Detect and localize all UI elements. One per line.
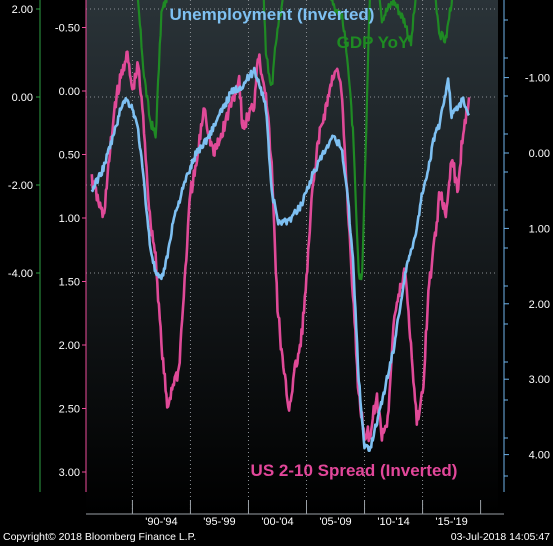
tick-label-green: -2.00: [8, 180, 33, 192]
x-tick-label: '05-'09: [319, 516, 351, 528]
tick-label-pink: 0.00: [59, 86, 80, 98]
x-axis: '90-'94 '95-'99 '00-'04 '05-'09 '10-'14 '15-'…: [86, 500, 504, 528]
series-labels: Unemployment (Inverted) GDP YoY US 2-10 …: [170, 5, 458, 480]
x-tick-label: '00-'04: [261, 516, 293, 528]
label-spread: US 2-10 Spread (Inverted): [251, 461, 458, 480]
tick-label-pink: -0.50: [55, 23, 80, 35]
series-group: [90, 0, 471, 453]
tick-label-green: 2.00: [12, 4, 33, 16]
tick-label-blue: -1.00: [525, 73, 550, 85]
tick-label-pink: 3.00: [59, 467, 80, 479]
tick-label-pink: 2.50: [59, 404, 80, 416]
tick-label-blue: 2.00: [529, 299, 550, 311]
x-tick-label: '90-'94: [145, 516, 177, 528]
x-tick-label: '95-'99: [203, 516, 235, 528]
tick-label-blue: 4.00: [529, 450, 550, 462]
tick-label-blue: 0.00: [529, 148, 550, 160]
tick-label-green: -4.00: [8, 268, 33, 280]
label-unemployment: Unemployment (Inverted): [170, 5, 375, 24]
series-line-unemployment-inverted-: [90, 66, 471, 453]
series-line-us-2-10-spread-inverted-: [90, 50, 471, 443]
timestamp: 03-Jul-2018 14:05:47: [450, 531, 550, 543]
copyright-text: Copyright© 2018 Bloomberg Finance L.P.: [3, 531, 197, 543]
footer: Copyright© 2018 Bloomberg Finance L.P. 0…: [0, 528, 553, 546]
tick-label-blue: 1.00: [529, 223, 550, 235]
x-tick-label: '10-'14: [377, 516, 409, 528]
plot-background: [86, 0, 498, 514]
tick-label-pink: 1.50: [59, 277, 80, 289]
tick-label-blue: 3.00: [529, 374, 550, 386]
axes: 6.004.002.000.00-2.00-4.00-0.500.000.501…: [8, 0, 550, 492]
tick-label-green: 0.00: [12, 92, 33, 104]
x-tick-label: '15-'19: [435, 516, 467, 528]
series-line-gdp-yoy: [136, 0, 454, 281]
tick-label-pink: 0.50: [59, 150, 80, 162]
tick-label-pink: 2.00: [59, 340, 80, 352]
label-gdp: GDP YoY: [337, 33, 410, 52]
grid: [86, 0, 498, 514]
tick-label-pink: 1.00: [59, 213, 80, 225]
